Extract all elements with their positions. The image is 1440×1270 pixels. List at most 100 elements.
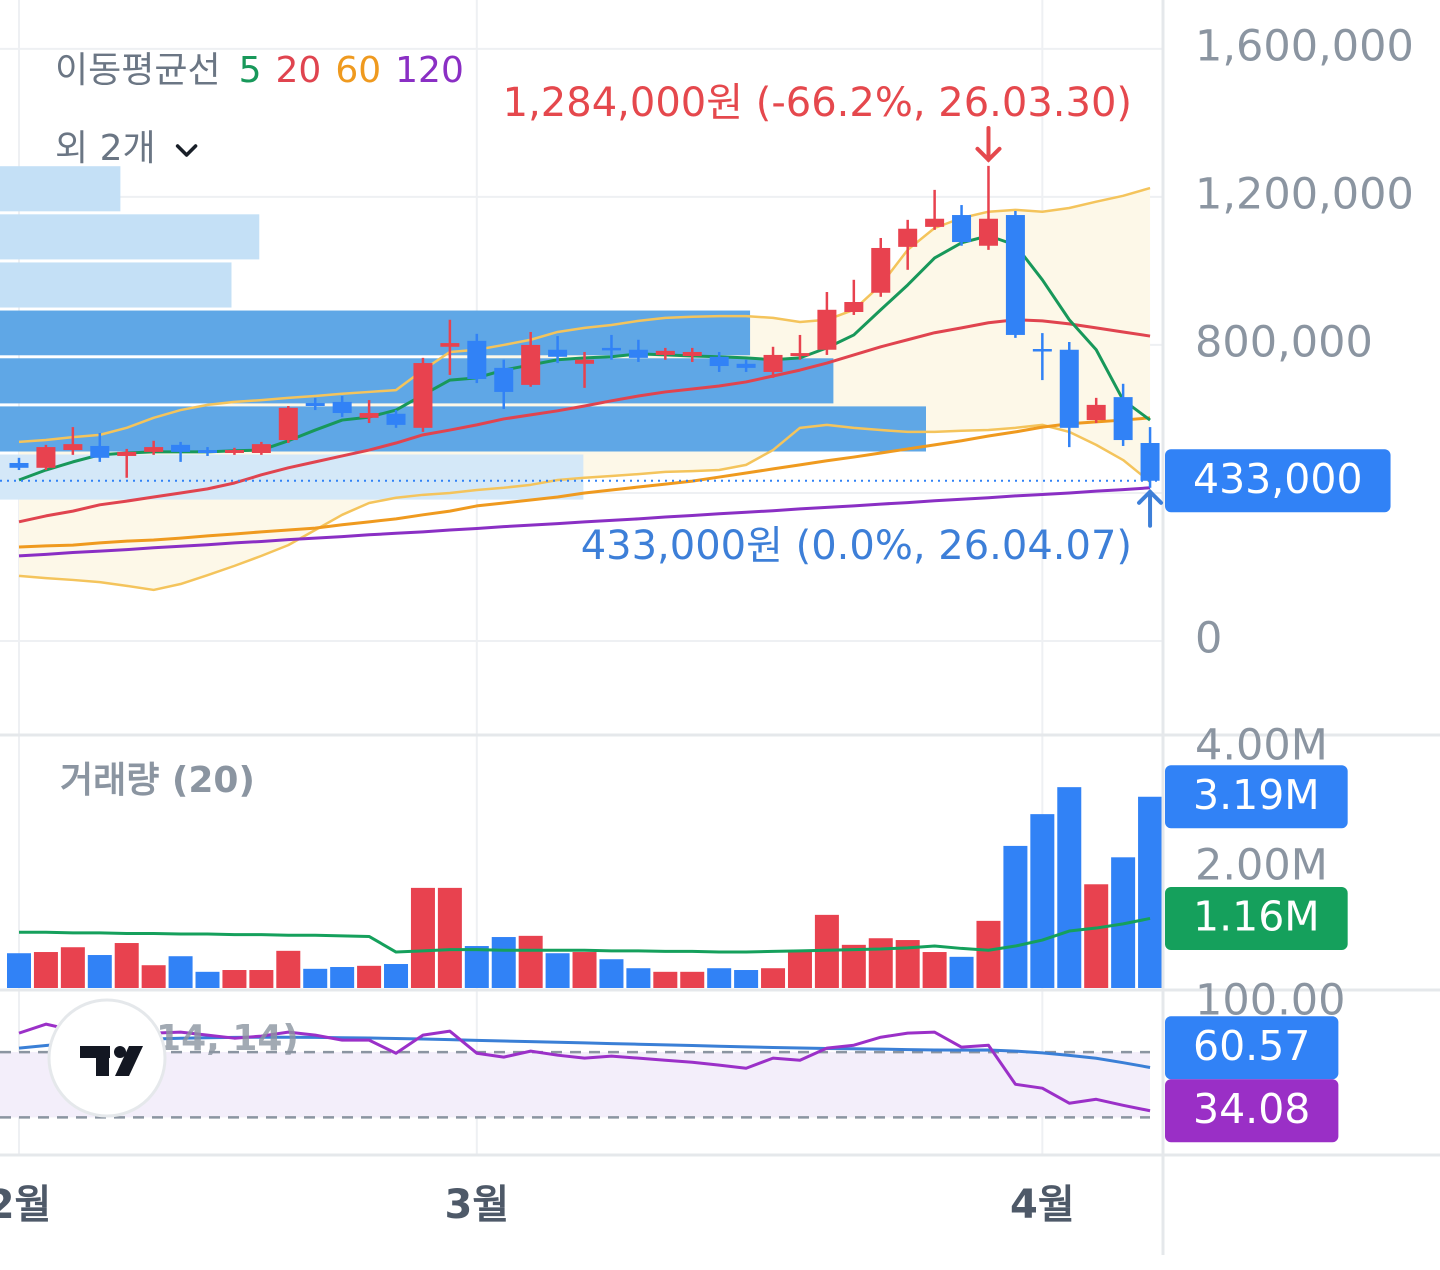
candle-body [9,462,29,468]
volume-bar [572,952,597,988]
volume-bar [357,965,382,988]
volume-bar [168,956,193,988]
rsi-label-box [1165,1079,1339,1143]
volume-profile-bar [0,262,232,308]
candle-body [386,413,406,425]
moving-average [18,486,1151,558]
volume-bar [976,920,1001,988]
volume-bar [1057,787,1082,988]
volume-bar [410,887,435,988]
legend-entry: 20 [276,50,322,91]
volume-bar [222,970,247,988]
x-tick-label: 4월 [1010,1182,1075,1228]
candle-body [144,447,164,452]
band-lower [18,423,1151,592]
candle-body [36,447,56,468]
last-price-label: 433,000 [1193,455,1363,503]
candle-body [655,350,675,355]
candle-body [952,215,972,243]
candle-body [1113,397,1133,441]
candle-body [898,228,918,247]
volume-bar [87,955,112,988]
volume-bar [518,935,543,988]
volume-bar [195,971,220,988]
volume-bar [680,971,705,988]
volume-bar [141,965,166,988]
volume-ma-label-box [1165,886,1348,950]
volume-bar [653,971,678,988]
volume-bar [437,887,462,988]
candle-body [817,309,837,350]
high-arrow [975,126,1002,163]
last-price-label-box [1165,449,1391,513]
candle-body [1086,404,1106,421]
logo-shape [114,1046,126,1058]
y-tick-label: 4.00M [1195,721,1328,771]
volume-bar [33,952,58,988]
candle-body [224,450,244,453]
volume-bar [330,967,355,988]
legend-title: 이동평균선 [55,50,221,91]
candle-body [575,359,595,364]
candle-body [925,218,945,227]
rsi-label: 60.57 [1193,1022,1310,1070]
logo [47,998,167,1118]
label-layer: 이동평균선 외 2개 거래량 (20) RSI (14, 14) 0400,00… [0,21,1414,1228]
volume-bar [7,953,31,988]
candle-body [198,450,218,453]
volume-bar [734,970,759,988]
rsi-label: 34.08 [1193,1085,1310,1133]
volume-bar [1084,884,1109,988]
volume-bar [599,959,624,988]
last-annotation: 433,000원 (0.0%, 26.04.07) [581,523,1132,569]
candle-body [844,302,864,312]
candle-body [601,347,621,351]
candle-body [332,401,352,414]
volume-bar [491,937,516,988]
candle-body [628,349,648,358]
candle-body [871,247,891,293]
candle-body [1032,349,1052,352]
volume-title: 거래량 (20) [60,760,255,801]
rsi-label-box [1165,1016,1339,1080]
moving-average [18,318,1151,524]
candle-body [413,363,433,428]
volume-bar [761,968,786,988]
volume-bar [868,938,893,988]
x-tick-label: 3월 [444,1182,509,1228]
candle-body [63,444,83,451]
last-arrow [1137,488,1164,528]
volume-bar [114,943,139,988]
candle-body [171,444,191,452]
candle-body [790,353,810,357]
y-tick-label: 0 [1195,614,1222,664]
volume-bar [787,950,812,988]
candle-body [1059,349,1079,428]
legend-entry: 120 [395,50,464,91]
y-tick-label: 1,200,000 [1195,169,1414,219]
volume-bar [1138,796,1163,988]
candle-body [90,445,110,458]
moving-average [18,416,1151,549]
rsi-line [18,1022,1151,1113]
volume-profile-bar [0,454,584,500]
candle-body [763,354,783,372]
x-tick-label: 2월 [0,1182,51,1228]
legend-entry: 60 [335,50,381,91]
volume-bar [464,946,489,988]
candle-body [305,403,325,406]
candle-body [278,407,298,441]
logo-shape [115,1046,143,1076]
logo-shape [96,1046,109,1076]
volume-bar [707,968,732,988]
legend-more[interactable]: 외 2개 [55,128,156,169]
volume-bar [303,968,328,988]
volume-label-box [1165,765,1348,829]
legend-entry: 5 [239,50,262,91]
candle-body [548,349,568,357]
volume-bar [922,952,947,988]
y-tick-label: 1,600,000 [1195,21,1414,71]
